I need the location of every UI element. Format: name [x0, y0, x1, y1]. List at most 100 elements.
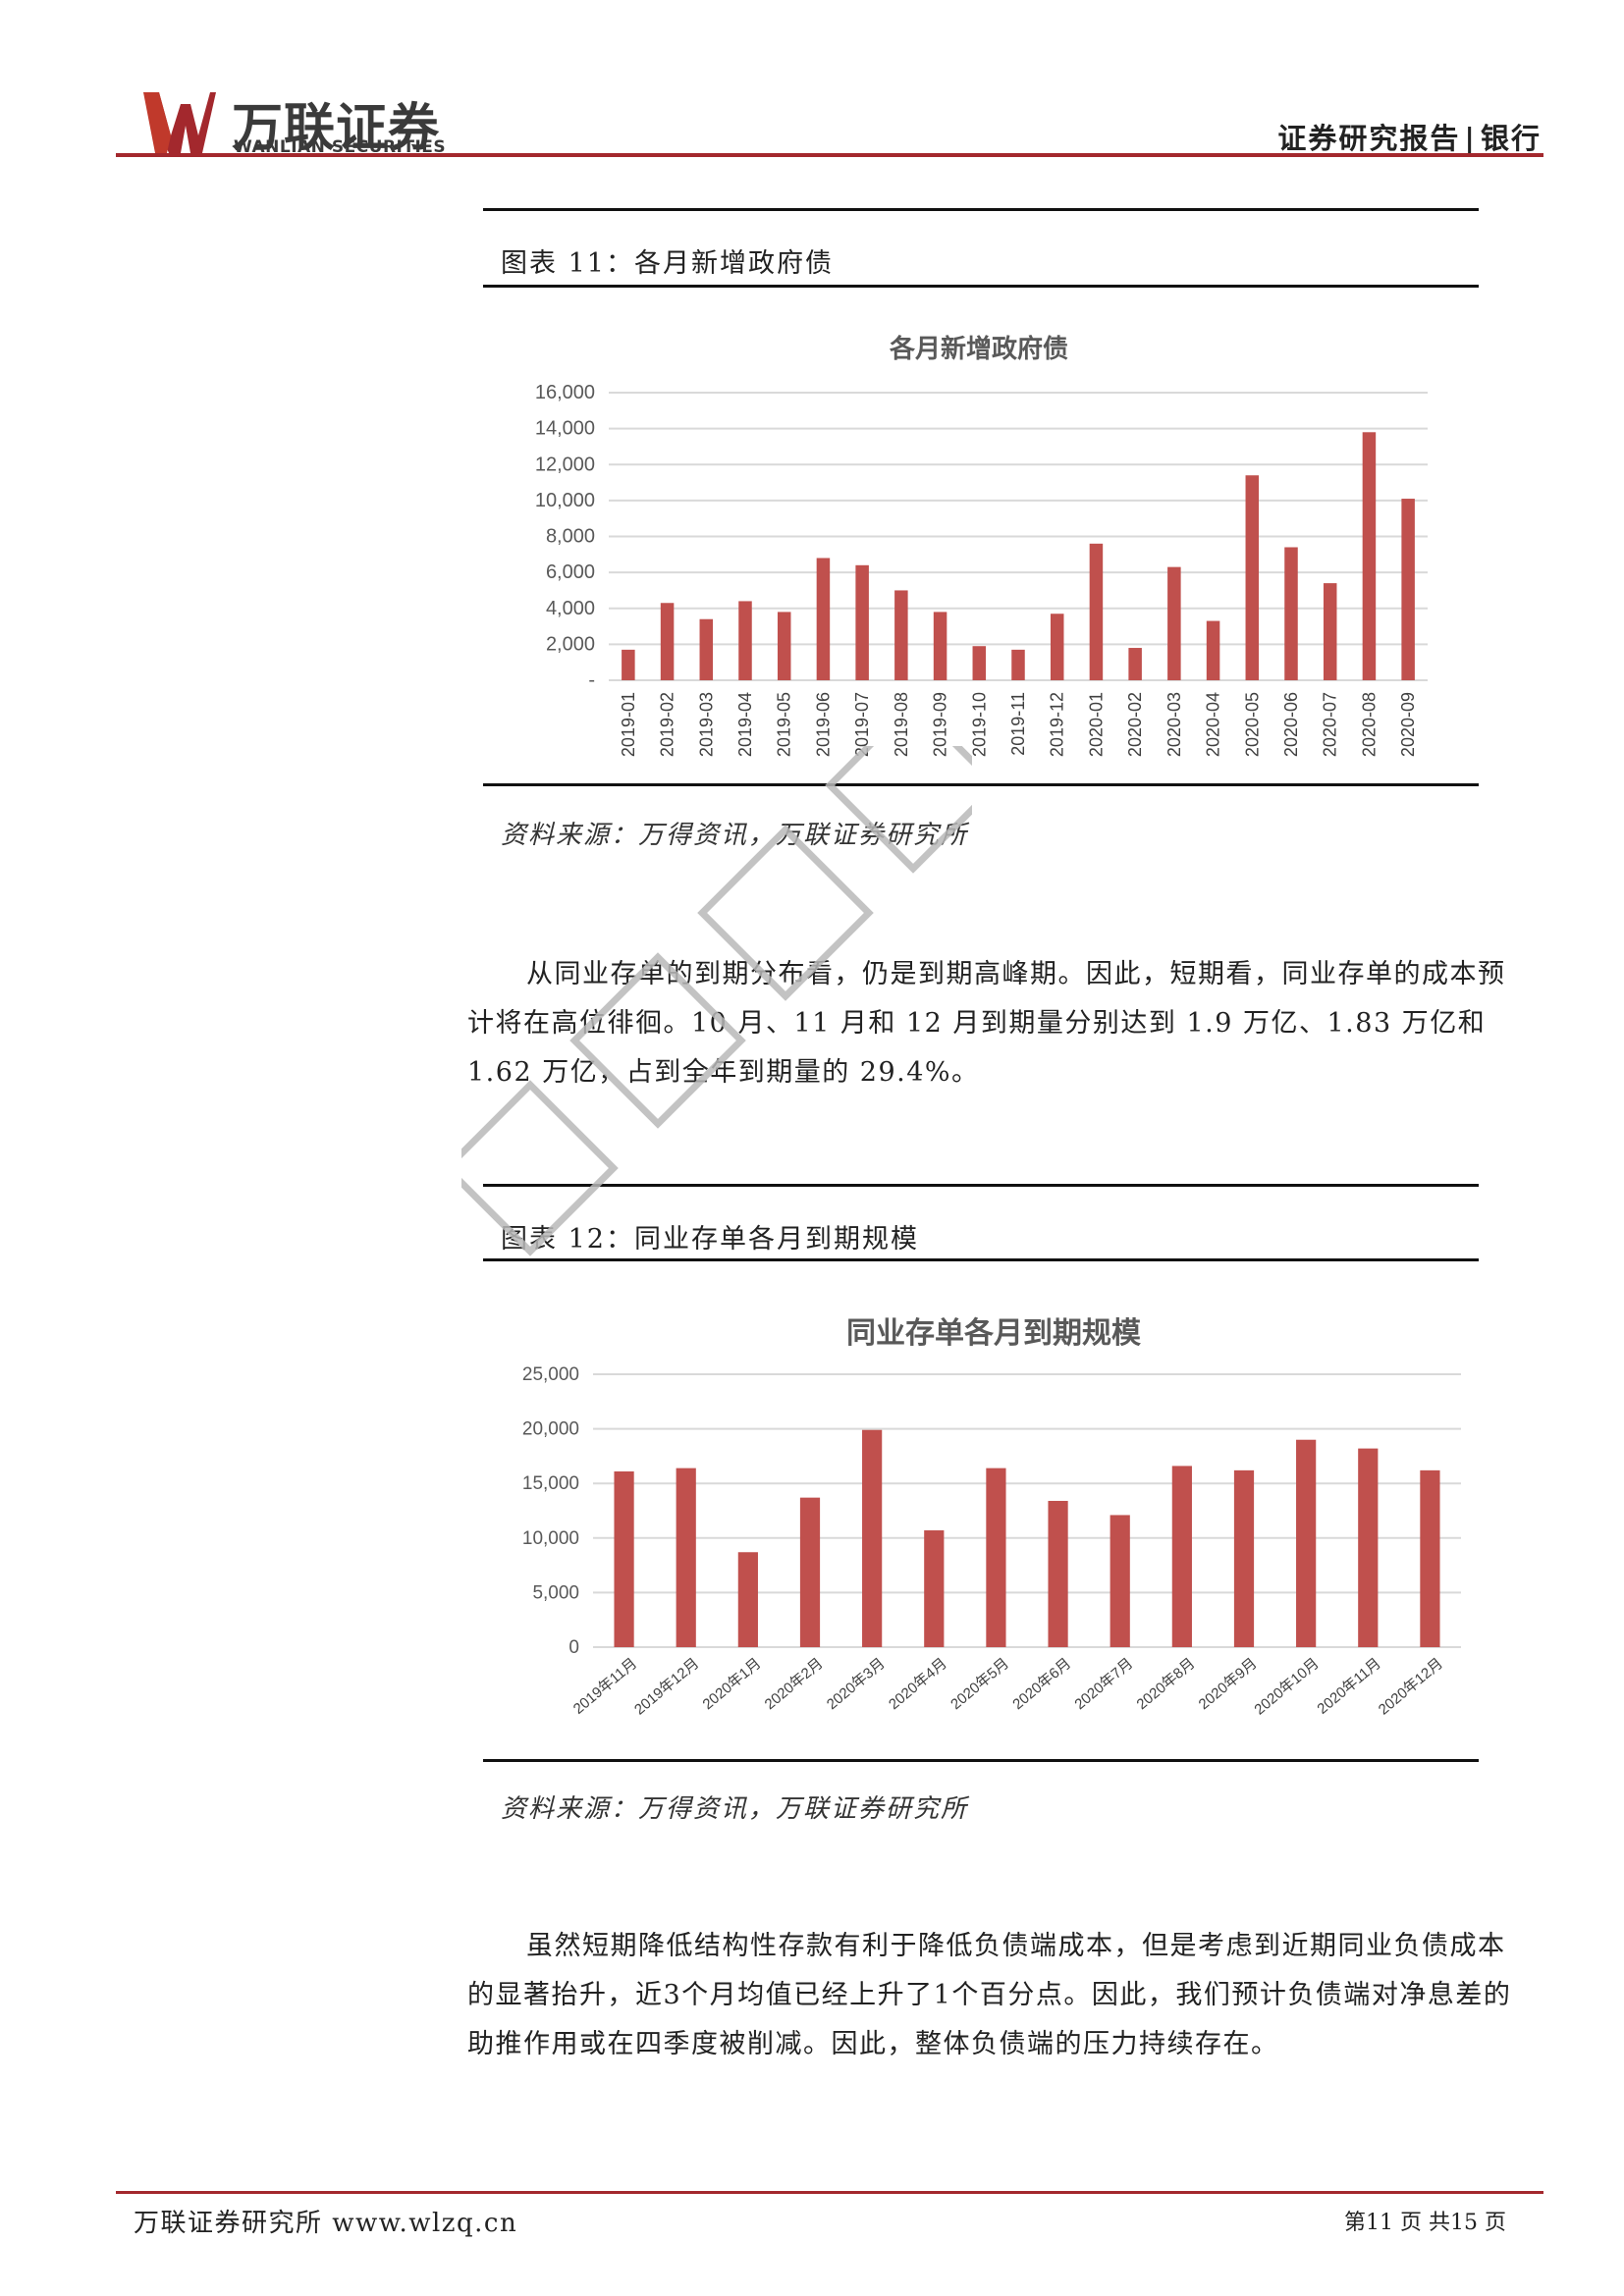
- y-tick-label: -: [588, 669, 595, 691]
- bar: [933, 612, 947, 680]
- paragraph-1: 从同业存单的到期分布看，仍是到期高峰期。因此，短期看，同业存单的成本预计将在高位…: [467, 950, 1528, 1097]
- figure12-caption-rule: [483, 1258, 1479, 1261]
- company-logo: 万联证券 WANLIAN SECURITIES: [141, 90, 465, 158]
- bar: [1420, 1469, 1440, 1647]
- header-divider: [116, 153, 1543, 157]
- x-tick-label: 2020-03: [1164, 692, 1184, 757]
- x-tick-label: 2020年8月: [1134, 1655, 1199, 1713]
- bar: [924, 1530, 945, 1647]
- x-tick-label: 2020-09: [1398, 692, 1418, 757]
- bar: [972, 646, 987, 680]
- x-tick-label: 2019-09: [931, 692, 950, 757]
- figure11-source: 资料来源：万得资讯，万联证券研究所: [501, 821, 969, 850]
- paragraph-2-text: 虽然短期降低结构性存款有利于降低负债端成本，但是考虑到近期同业负债成本的显著抬升…: [467, 1931, 1512, 2059]
- header-separator: |: [1464, 122, 1477, 155]
- bar: [1206, 620, 1220, 680]
- figure12-source: 资料来源：万得资讯，万联证券研究所: [501, 1794, 969, 1824]
- bar: [1296, 1439, 1317, 1647]
- bar: [1089, 543, 1104, 680]
- x-tick-label: 2020年11月: [1314, 1655, 1383, 1718]
- bar: [1128, 648, 1142, 680]
- figure12-top-rule: [483, 1184, 1479, 1187]
- x-tick-label: 2019-04: [735, 692, 755, 757]
- figure11-chart: 各月新增政府债 - 2,000 4,000 6,000 8,000 10,000 12,000…: [483, 314, 1475, 775]
- x-tick-label: 2019-06: [813, 692, 833, 757]
- chart-title: 同业存单各月到期规模: [846, 1316, 1141, 1351]
- y-tick-label: 15,000: [522, 1473, 579, 1494]
- y-tick-label: 20,000: [522, 1419, 579, 1440]
- bar: [799, 1497, 821, 1647]
- report-sector: 银行: [1480, 122, 1542, 155]
- x-tick-label: 2020年1月: [700, 1655, 765, 1713]
- figure12-caption: 图表 12：同业存单各月到期规模: [501, 1224, 919, 1255]
- chart-title: 各月新增政府债: [889, 334, 1068, 364]
- y-tick-label: 14,000: [535, 418, 595, 440]
- figure11-caption-rule: [483, 285, 1479, 288]
- x-tick-label: 2020-08: [1359, 692, 1379, 757]
- x-tick-label: 2020年10月: [1251, 1655, 1322, 1718]
- bar: [894, 590, 908, 680]
- x-tick-label: 2020年12月: [1376, 1655, 1446, 1718]
- x-tick-label: 2020年6月: [1009, 1655, 1074, 1713]
- figure11-top-rule: [483, 208, 1479, 211]
- bar: [1167, 566, 1181, 680]
- bar: [622, 649, 635, 680]
- x-tick-label: 2019-05: [775, 692, 794, 757]
- y-tick-label: 0: [568, 1637, 579, 1658]
- page-number: 第11 页 共15 页: [1344, 2211, 1506, 2235]
- bar: [737, 1552, 758, 1647]
- figure11-bottom-rule: [483, 783, 1479, 786]
- y-tick-label: 10,000: [535, 490, 595, 511]
- bar: [738, 601, 752, 680]
- y-tick-label: 12,000: [535, 454, 595, 475]
- x-tick-label: 2020年4月: [886, 1655, 950, 1713]
- bar: [1233, 1469, 1255, 1647]
- bar: [1110, 1515, 1130, 1647]
- x-tick-label: 2020-02: [1125, 692, 1145, 757]
- bar: [1048, 1500, 1068, 1647]
- x-tick-label: 2020年2月: [762, 1655, 827, 1713]
- bar: [614, 1470, 634, 1647]
- bar: [1245, 475, 1260, 680]
- bar: [1362, 432, 1377, 680]
- x-tick-label: 2020年3月: [824, 1655, 889, 1713]
- x-tick-label: 2019-02: [658, 692, 677, 757]
- y-tick-label: 25,000: [522, 1364, 579, 1385]
- bar-chart-svg: 同业存单各月到期规模 0 5,000 10,000 15,000 20,000 25,000…: [522, 1316, 1461, 1719]
- bar: [1401, 499, 1415, 680]
- bar: [1323, 583, 1337, 680]
- figure12-bottom-rule: [483, 1759, 1479, 1762]
- bar: [1011, 649, 1025, 680]
- y-tick-label: 5,000: [532, 1582, 579, 1603]
- y-tick-label: 16,000: [535, 382, 595, 403]
- bar: [1050, 614, 1064, 680]
- x-tick-label: 2019-10: [969, 692, 989, 757]
- logo-text-en: WANLIAN SECURITIES: [234, 137, 447, 157]
- footer-divider: [116, 2191, 1543, 2194]
- y-tick-label: 8,000: [546, 526, 595, 548]
- paragraph-2: 虽然短期降低结构性存款有利于降低负债端成本，但是考虑到近期同业负债成本的显著抬升…: [467, 1922, 1528, 2069]
- y-tick-label: 6,000: [546, 561, 595, 583]
- x-tick-label: 2019-07: [852, 692, 872, 757]
- x-tick-label: 2020年9月: [1196, 1655, 1261, 1713]
- y-tick-label: 2,000: [546, 633, 595, 655]
- bar: [777, 612, 791, 680]
- bar: [676, 1468, 696, 1647]
- bar: [1358, 1448, 1379, 1647]
- x-tick-label: 2019-03: [696, 692, 716, 757]
- x-tick-label: 2019-08: [892, 692, 911, 757]
- x-tick-label: 2020-04: [1204, 692, 1223, 757]
- figure11-caption: 图表 11：各月新增政府债: [501, 248, 834, 279]
- bar: [862, 1429, 883, 1647]
- logo-text-cn: 万联证券: [232, 99, 441, 158]
- bar: [1284, 547, 1298, 680]
- logo-mark-icon: [143, 92, 216, 153]
- x-tick-label: 2020年5月: [947, 1655, 1012, 1713]
- bar: [699, 618, 714, 680]
- x-tick-label: 2019-12: [1048, 692, 1067, 757]
- paragraph-1-text: 从同业存单的到期分布看，仍是到期高峰期。因此，短期看，同业存单的成本预计将在高位…: [467, 959, 1506, 1088]
- bar: [660, 603, 675, 680]
- x-tick-label: 2019年12月: [631, 1655, 702, 1718]
- bar: [855, 564, 869, 680]
- x-tick-label: 2020年7月: [1071, 1655, 1136, 1713]
